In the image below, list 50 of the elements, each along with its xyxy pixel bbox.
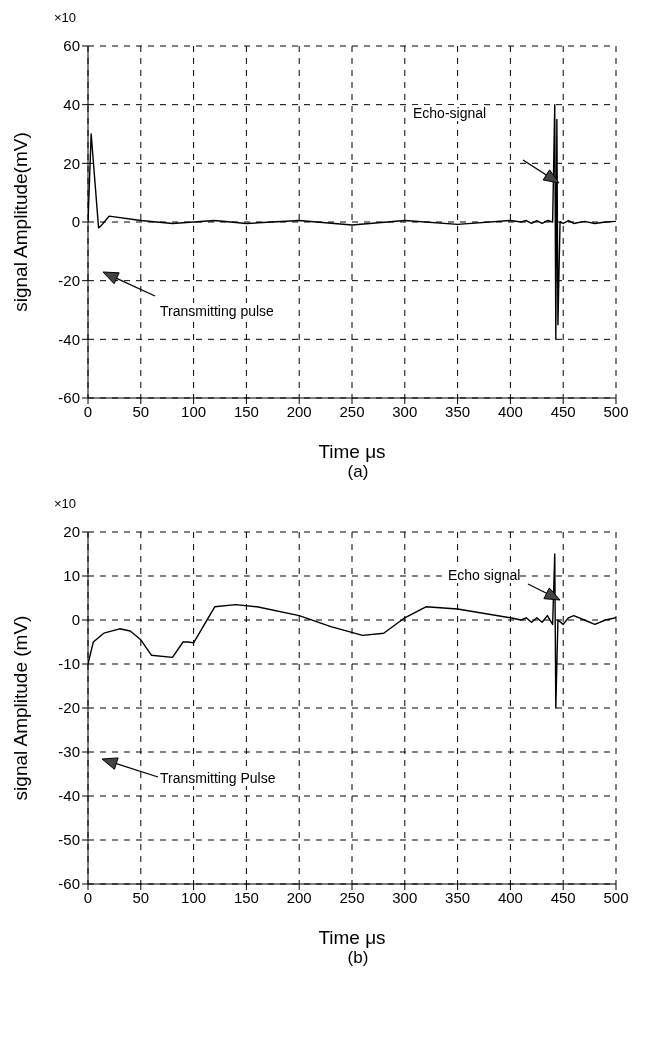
x-tick-label: 100: [181, 402, 207, 420]
text: ×10: [54, 10, 77, 26]
x-tick-label: 450: [550, 402, 576, 420]
x-tick-label: 50: [132, 888, 150, 906]
y-tick-label: -40: [58, 330, 80, 348]
x-axis-title: Time μs: [318, 441, 386, 462]
x-tick-label: 200: [286, 888, 312, 906]
x-tick-label: 400: [497, 402, 523, 420]
x-tick-label: 350: [445, 402, 471, 420]
x-tick-label: 100: [181, 888, 207, 906]
y-axis-title: signal Amplitude(mV): [9, 132, 31, 312]
x-tick-label: 450: [550, 888, 576, 906]
x-tick-label: 500: [603, 888, 629, 906]
x-tick-label: 400: [497, 888, 523, 906]
annotation: Transmitting Pulse: [160, 770, 276, 786]
text: (b): [346, 948, 370, 968]
annotation: Transmitting pulse: [160, 303, 274, 319]
x-tick-label: 500: [603, 402, 629, 420]
text: (a): [346, 462, 370, 482]
y-tick-label: -50: [58, 831, 80, 849]
y-tick-label: -10: [58, 655, 80, 673]
y-tick-label: -60: [58, 875, 80, 893]
annotation: Echo signal: [448, 567, 521, 583]
y-tick-label: -60: [58, 389, 80, 407]
y-tick-label: -20: [58, 271, 80, 289]
y-tick-label: -30: [58, 743, 80, 761]
x-tick-label: 150: [233, 888, 259, 906]
x-tick-label: 300: [392, 402, 418, 420]
x-tick-label: 50: [132, 402, 150, 420]
y-tick-label: 40: [63, 95, 80, 113]
y-axis-title: signal Amplitude (mV): [9, 615, 31, 801]
y-tick-label: -40: [58, 787, 80, 805]
x-tick-label: 200: [286, 402, 312, 420]
x-tick-label: 0: [83, 402, 93, 420]
y-tick-label: 20: [63, 523, 80, 541]
x-tick-label: 350: [445, 888, 471, 906]
x-tick-label: 250: [339, 402, 365, 420]
y-tick-label: -20: [58, 699, 80, 717]
y-tick-label: 20: [63, 154, 80, 172]
x-tick-label: 250: [339, 888, 365, 906]
x-tick-label: 0: [83, 888, 93, 906]
x-axis-title: Time μs: [318, 927, 386, 948]
y-tick-label: 10: [63, 567, 80, 585]
y-tick-label: 60: [63, 37, 80, 55]
text: ×10: [54, 496, 77, 512]
annotation: Echo-signal: [413, 105, 487, 121]
x-tick-label: 300: [392, 888, 418, 906]
x-tick-label: 150: [233, 402, 259, 420]
y-tick-label: 0: [71, 611, 80, 629]
y-tick-label: 0: [71, 213, 80, 231]
